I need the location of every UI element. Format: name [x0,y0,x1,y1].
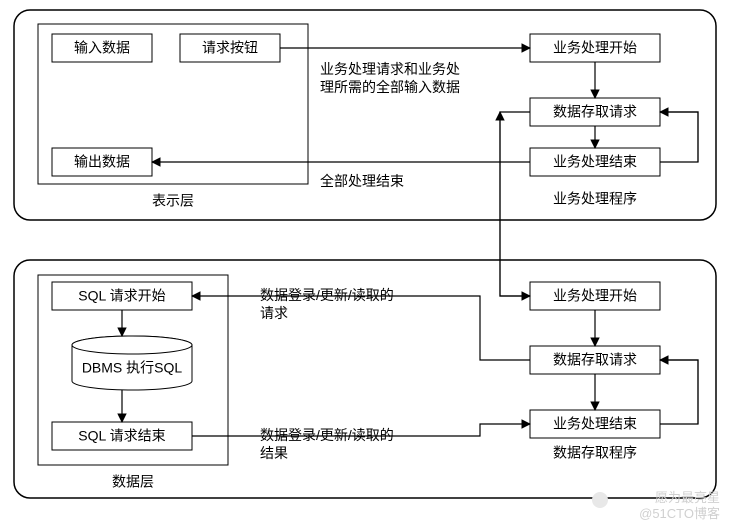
watermark-sub: @51CTO博客 [639,506,720,521]
biz-start-1-box-text: 业务处理开始 [553,40,637,56]
edge-loop-bottom-back [660,360,698,424]
edge-loop-top-back [660,112,698,162]
biz-end-1-box-text: 业务处理结束 [553,154,637,170]
watermark-icon [592,492,608,508]
watermark-text: 愿为最亮星 [655,490,720,505]
edge-label-sql-request: 数据登录/更新/读取的请求 [260,287,394,321]
biz-program-label: 业务处理程序 [553,191,637,207]
edge-label-sql-result: 数据登录/更新/读取的结果 [260,427,394,461]
biz-start-2-box-text: 业务处理开始 [553,288,637,304]
presentation-layer-label: 表示层 [152,193,194,209]
edge-loop-top-right [660,112,698,162]
edge-datareq2-to-sqlstart [192,296,530,360]
sql-start-box-text: SQL 请求开始 [78,288,165,304]
output-data-box-text: 输出数据 [74,154,130,170]
edge-loop-bottom-right [660,360,698,424]
edge-label-request: 业务处理请求和业务处理所需的全部输入数据 [320,61,460,95]
edge-bizstart2-up [500,112,530,296]
dbms-cylinder-top [72,336,192,354]
data-layer-label: 数据层 [112,474,154,490]
sql-end-box-text: SQL 请求结束 [78,428,165,444]
biz-end-2-box-text: 业务处理结束 [553,416,637,432]
edge-datareq1-to-bizstart2 [500,112,530,296]
data-req-2-box-text: 数据存取请求 [553,352,637,368]
request-button-box-text: 请求按钮 [202,40,258,56]
data-access-program-label: 数据存取程序 [553,445,637,461]
data-req-1-box-text: 数据存取请求 [553,104,637,120]
dbms-text: DBMS 执行SQL [82,360,183,376]
input-data-box-text: 输入数据 [74,40,130,56]
edge-label-output: 全部处理结束 [320,173,404,189]
